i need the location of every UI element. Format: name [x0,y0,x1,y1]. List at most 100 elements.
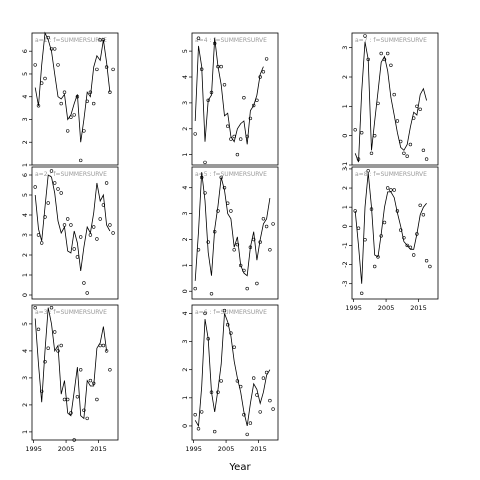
data-point [415,232,419,236]
data-point [75,255,80,259]
x-axis-title: Year [228,462,251,473]
data-point [200,67,204,71]
y-tick-label: -1 [341,242,349,248]
data-point [98,217,102,221]
y-tick-label: 4 [181,75,189,79]
panel-strip-label: a=8 : f=SUMMERSURVE [355,171,427,178]
data-point [389,188,393,192]
data-point [85,99,89,104]
data-point [101,203,106,207]
data-point [206,337,210,341]
data-point [264,224,269,229]
data-point [203,160,207,165]
data-point [356,157,361,161]
data-point [69,115,73,119]
y-tick-label: -3 [341,280,349,286]
data-point [193,413,197,417]
data-point [382,57,387,62]
data-point [46,35,50,40]
data-point [39,389,44,394]
data-point [108,90,112,94]
y-tick-label: 2 [181,237,189,241]
data-point [78,158,83,163]
data-point [395,119,400,123]
y-tick-label: 4 [21,349,29,353]
data-point [271,407,275,411]
data-point [353,128,357,132]
panel-frame [351,166,439,300]
y-tick-label: 4 [181,186,189,190]
fitted-line [194,313,271,428]
y-tick-label: 1 [341,104,349,108]
data-point [209,90,214,95]
x-tick-label: 2005 [218,445,235,453]
data-point [219,64,223,69]
data-point [395,209,400,213]
data-point [242,95,246,100]
y-tick-label: 0 [341,224,349,228]
data-point [258,75,262,79]
data-point [392,188,396,192]
panel: a=4 : f=SUMMERSURVE 1 2 3 4 5 [181,32,279,166]
data-point [268,398,272,403]
y-tick-label: 3 [181,101,189,105]
data-point [424,157,429,161]
data-point [69,223,73,227]
data-point [82,281,86,285]
data-point [369,151,374,156]
panel: a=1 : f=SUMMERSURVE 1 2 3 4 5 6 [21,31,119,167]
data-point [376,255,380,259]
data-point [216,64,220,69]
panel-strip-label: a=5 : f=SUMMERSURVE [195,171,267,178]
data-point [235,152,240,157]
y-tick-label: 6 [21,173,29,177]
y-tick-label: -2 [341,261,349,267]
fitted-line [34,174,111,272]
data-point [49,306,54,310]
data-point [52,181,57,185]
data-point [229,331,233,335]
data-point [56,187,60,191]
data-point [264,370,269,375]
data-point [261,217,266,221]
data-point [72,438,76,442]
data-point [65,217,70,221]
fitted-line [34,307,107,420]
panel: a=6 : f=SUMMERSURVE 0 1 2 3 4 1995 2005 2015 [181,304,279,453]
data-point [196,427,201,431]
y-tick-label: 2 [21,253,29,257]
data-point [104,65,109,69]
y-tick-label: 3 [181,339,189,343]
data-point [226,323,230,327]
data-point [91,225,96,229]
data-point [62,397,67,402]
x-tick-label: 2015 [250,445,267,453]
data-point [363,34,367,38]
data-point [363,238,367,242]
data-point [222,186,227,190]
data-point [369,207,374,211]
data-point [268,248,272,252]
data-point [216,390,220,394]
data-point [405,154,409,158]
data-point [49,169,54,173]
panel-strip-label: a=2 : f=SUMMERSURVE [35,171,107,178]
data-point [88,90,93,94]
data-point [405,243,409,248]
panel: a=2 : f=SUMMERSURVE 0 1 2 3 4 5 6 [21,166,119,300]
fitted-line [34,31,111,143]
data-point [421,148,426,153]
data-point [104,181,109,185]
data-point [91,381,96,385]
data-point [389,63,393,68]
data-point [193,132,197,136]
data-point [408,142,413,147]
data-point [95,237,99,241]
y-tick-label: 5 [21,72,29,76]
data-point [46,201,50,205]
y-tick-label: 2 [341,75,349,79]
y-tick-label: 5 [21,322,29,326]
x-tick-label: 1995 [345,304,362,312]
data-point [98,343,102,348]
data-point [382,220,387,225]
